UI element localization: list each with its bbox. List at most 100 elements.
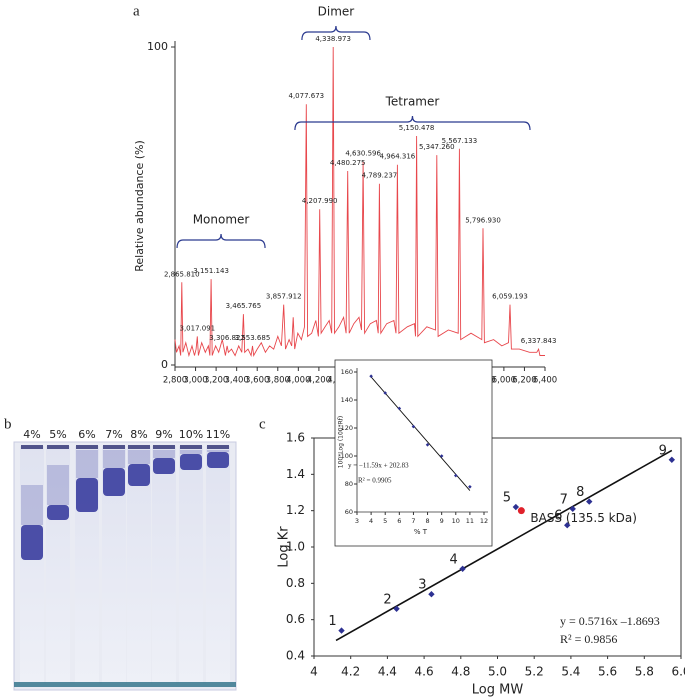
x-axis-label: % T — [414, 528, 428, 536]
peak-label: 6,059.193 — [492, 293, 528, 301]
data-point — [439, 454, 444, 458]
band — [21, 525, 43, 560]
x-tick-label: 8 — [425, 517, 429, 525]
data-point — [564, 522, 571, 529]
y-axis-label: Relative abundance (%) — [133, 140, 146, 272]
band-smear — [21, 485, 43, 525]
band-smear — [76, 450, 98, 478]
x-tick-label: 4.6 — [415, 665, 434, 679]
peak-label: 4,207.990 — [302, 197, 338, 205]
band — [153, 458, 175, 474]
x-tick-label: 3,800 — [266, 376, 290, 386]
band-smear — [153, 450, 175, 458]
lane-label: 5% — [49, 428, 66, 441]
well — [103, 445, 125, 449]
data-point — [569, 505, 576, 513]
x-tick-label: 4 — [310, 665, 318, 679]
lane-label: 8% — [130, 428, 147, 441]
x-tick-label: 5.0 — [488, 665, 507, 679]
band — [207, 452, 229, 468]
lane-label: 9% — [155, 428, 172, 441]
peak-label: 3,017.091 — [179, 324, 215, 332]
x-tick-label: 4,200 — [307, 376, 331, 386]
point-label: 5 — [503, 491, 511, 506]
band-smear — [207, 450, 229, 452]
data-point — [393, 605, 400, 612]
bracket-label: Monomer — [193, 213, 250, 227]
well — [153, 445, 175, 449]
well — [180, 445, 202, 449]
y-tick-label: 1.2 — [286, 503, 305, 517]
y-tick-label: 0.4 — [286, 649, 305, 663]
peak-label: 3,553.685 — [235, 334, 271, 342]
x-tick-label: 4.4 — [378, 665, 397, 679]
lane — [206, 446, 230, 684]
x-tick-label: 2,800 — [163, 376, 187, 386]
peak-label: 4,077.673 — [288, 92, 324, 100]
highlight-point — [517, 507, 525, 515]
band — [128, 464, 150, 486]
lane — [46, 446, 70, 684]
y-tick-label: 80 — [345, 480, 353, 488]
peak-label: 3,857.912 — [266, 293, 302, 301]
point-label: 6 — [554, 509, 562, 524]
band — [47, 505, 69, 520]
x-tick-label: 3 — [355, 517, 359, 525]
peak-label: 3,465.765 — [226, 302, 262, 310]
peak-label: 4,964.316 — [380, 153, 416, 161]
x-tick-label: 5 — [383, 517, 387, 525]
peak-label: 4,338.973 — [315, 35, 351, 43]
highlight-label: BASS (135.5 kDa) — [530, 511, 637, 525]
x-tick-label: 4 — [369, 517, 373, 525]
point-label: 4 — [449, 552, 457, 567]
lane-label: 4% — [23, 428, 40, 441]
bracket-label: Dimer — [318, 5, 355, 19]
x-tick-label: 6 — [397, 517, 401, 525]
peak-label: 3,151.143 — [193, 267, 229, 275]
y-tick-label: 100 — [147, 40, 168, 53]
x-tick-label: 10 — [452, 517, 460, 525]
data-point — [586, 498, 593, 505]
point-label: 7 — [560, 492, 568, 507]
lane-label: 6% — [78, 428, 95, 441]
point-label: 1 — [328, 614, 336, 629]
well — [128, 445, 150, 449]
lane — [152, 446, 176, 684]
peak-label: 2,865.810 — [164, 270, 200, 278]
y-axis-label: 100*Log (100*Rf) — [338, 416, 345, 469]
peak-label: 4,630.596 — [345, 149, 381, 157]
x-tick-label: 9 — [440, 517, 444, 525]
x-tick-label: 11 — [466, 517, 474, 525]
x-tick-label: 4.8 — [451, 665, 470, 679]
x-axis-label: Log MW — [472, 683, 524, 698]
peak-label: 5,567.133 — [442, 137, 478, 145]
y-tick-label: 120 — [341, 424, 353, 432]
x-tick-label: 12 — [480, 517, 488, 525]
gel-front — [14, 682, 236, 687]
band-smear — [47, 465, 69, 505]
data-point — [668, 456, 676, 463]
y-tick-label: 1.4 — [286, 467, 305, 481]
data-point — [428, 591, 435, 598]
x-tick-label: 5.8 — [635, 665, 654, 679]
band-smear — [128, 450, 150, 464]
data-point — [369, 374, 373, 378]
fit-r2: R² = 0.9856 — [560, 632, 617, 646]
lane — [179, 446, 203, 684]
data-point — [468, 485, 472, 489]
bracket — [176, 233, 266, 249]
x-tick-label: 6,000 — [492, 376, 516, 386]
bracket — [294, 115, 531, 131]
lane-label: 11% — [206, 428, 230, 441]
y-tick-label: 100 — [341, 452, 353, 460]
peak-label: 3,306.822 — [209, 334, 245, 342]
lane — [20, 446, 44, 684]
band — [103, 468, 125, 496]
x-tick-label: 5.6 — [598, 665, 617, 679]
point-label: 9 — [659, 443, 667, 458]
data-point — [459, 565, 466, 572]
lane-label: 10% — [179, 428, 203, 441]
bracket — [301, 25, 371, 41]
x-tick-label: 5.4 — [561, 665, 580, 679]
y-tick-label: 140 — [341, 396, 353, 404]
